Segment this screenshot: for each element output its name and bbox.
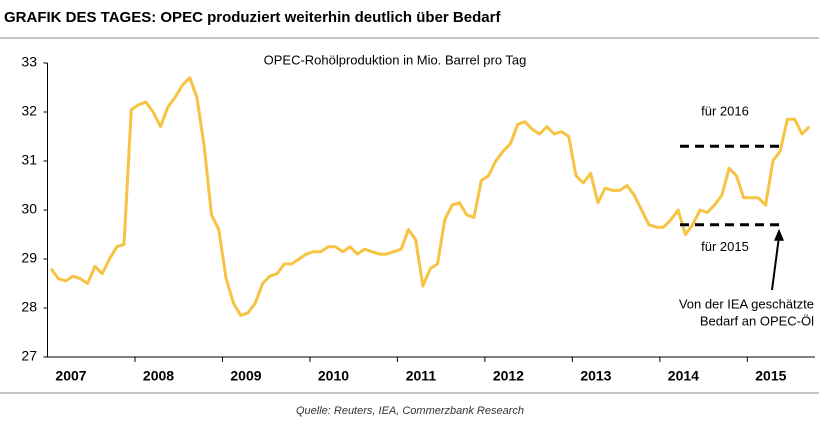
subtitle: OPEC-Rohölproduktion in Mio. Barrel pro … (264, 52, 527, 67)
y-tick-label: 33 (21, 54, 37, 70)
y-tick-label: 31 (21, 152, 37, 168)
reference-label: für 2016 (701, 104, 749, 119)
chart-title: GRAFIK DES TAGES: OPEC produziert weiter… (4, 9, 501, 26)
arrow-head (774, 228, 784, 241)
y-tick-label: 27 (21, 348, 37, 364)
x-tick-label: 2013 (580, 368, 611, 384)
x-tick-label: 2014 (668, 368, 699, 384)
x-tick-label: 2011 (406, 368, 437, 384)
reference-label: für 2015 (701, 239, 749, 254)
y-tick-label: 28 (21, 299, 37, 315)
annotation: Bedarf an OPEC-Öl (700, 313, 814, 328)
y-tick-label: 29 (21, 250, 37, 266)
y-tick-label: 32 (21, 103, 37, 119)
x-tick-label: 2009 (230, 368, 261, 384)
data-line (49, 76, 811, 317)
source: Quelle: Reuters, IEA, Commerzbank Resear… (296, 405, 524, 417)
x-tick-label: 2015 (755, 368, 786, 384)
x-tick-label: 2012 (493, 368, 524, 384)
annotation: Von der IEA geschätzte (679, 296, 814, 311)
x-tick-label: 2007 (55, 368, 86, 384)
x-tick-label: 2010 (318, 368, 349, 384)
arrow-shaft (771, 236, 780, 291)
y-tick-label: 30 (21, 201, 37, 217)
x-tick-label: 2008 (143, 368, 174, 384)
